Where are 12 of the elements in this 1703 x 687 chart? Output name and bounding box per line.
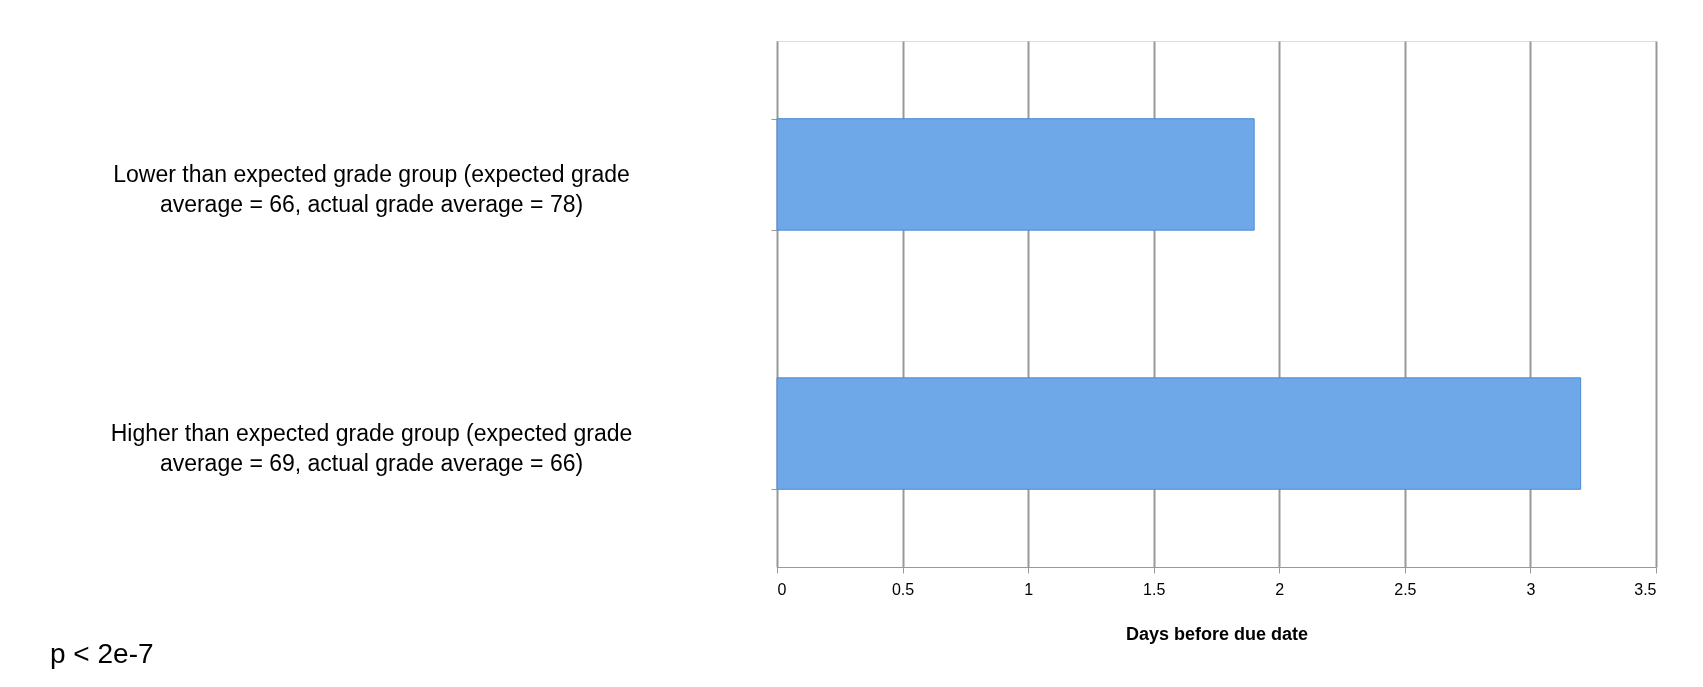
text: p < 2e-7 [50,638,154,669]
x-tick-label: 2 [1275,580,1285,598]
x-tick-label: 1 [1024,580,1034,598]
y-tick-label: Higher than expected grade group (expected grade average = 69, actual grade average = 66) [110,420,633,477]
x-tick-label: 0.5 [891,580,915,598]
x-tick-label: 3 [1526,580,1536,598]
y-tick-label: Lower than expected grade group (expected grade average = 66, actual grade average = 78) [113,160,630,217]
x-tick-label: 1.5 [1143,580,1166,598]
x-tick-label: 0 [777,580,787,598]
x-axis-title: Days before due date [1125,623,1309,644]
x-tick-label: 3.5 [1634,580,1657,598]
x-tick-label: 2.5 [1394,580,1417,598]
